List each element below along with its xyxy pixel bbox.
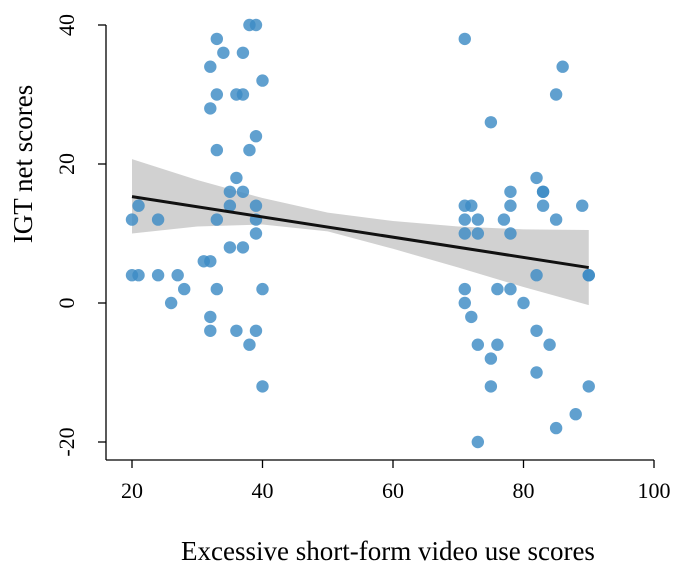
data-point <box>504 227 517 240</box>
points-layer <box>125 18 595 449</box>
y-tick-label: 0 <box>54 298 79 309</box>
data-point <box>530 366 543 379</box>
data-point <box>210 213 224 226</box>
data-point <box>223 185 237 198</box>
data-point <box>530 324 543 337</box>
x-tick-label: 40 <box>252 478 274 503</box>
data-point <box>536 185 550 198</box>
data-point <box>458 32 471 46</box>
data-point <box>132 199 145 212</box>
data-point <box>530 269 543 282</box>
x-tick-label: 100 <box>638 478 671 503</box>
data-point <box>236 88 250 101</box>
data-point <box>484 352 498 365</box>
data-point <box>223 241 237 254</box>
data-point <box>465 310 478 324</box>
data-point <box>465 199 478 212</box>
data-point <box>249 18 263 32</box>
data-point <box>210 32 224 46</box>
x-tick-label: 20 <box>121 478 143 503</box>
data-point <box>582 380 595 393</box>
data-point <box>256 380 269 393</box>
data-point <box>530 171 543 185</box>
data-point <box>230 171 243 185</box>
data-point <box>164 296 178 310</box>
data-point <box>497 213 511 226</box>
data-point <box>471 435 485 449</box>
data-point <box>484 380 498 393</box>
data-point <box>517 296 530 310</box>
data-point <box>204 60 217 73</box>
data-point <box>243 338 256 351</box>
data-point <box>125 213 139 226</box>
data-point <box>210 88 224 101</box>
axes <box>105 25 654 461</box>
x-tick-label: 80 <box>513 478 535 503</box>
data-point <box>249 199 263 212</box>
data-point <box>543 338 556 351</box>
data-point <box>471 213 485 226</box>
data-point <box>549 421 563 435</box>
data-point <box>458 213 471 226</box>
data-point <box>171 269 184 282</box>
data-point <box>471 227 485 240</box>
data-point <box>549 213 563 226</box>
data-point <box>230 324 243 337</box>
regression-line <box>131 195 589 270</box>
data-point <box>151 269 165 282</box>
data-point <box>576 199 589 212</box>
data-point <box>491 282 504 296</box>
data-point <box>471 338 485 351</box>
data-point <box>204 324 217 337</box>
x-ticks: 20 40 60 80 100 <box>121 460 671 503</box>
data-point <box>204 310 217 324</box>
data-point <box>223 199 237 212</box>
data-point <box>504 185 517 198</box>
y-axis-title: IGT net scores <box>8 85 38 243</box>
data-point <box>204 255 217 268</box>
data-point <box>256 74 269 87</box>
data-point <box>236 185 250 198</box>
data-point <box>458 227 471 240</box>
data-point <box>491 338 504 351</box>
fit-line-layer <box>131 195 589 270</box>
data-point <box>236 46 250 59</box>
data-point <box>249 324 263 337</box>
data-point <box>178 282 191 296</box>
data-point <box>210 282 224 296</box>
data-point <box>249 130 263 143</box>
data-point <box>504 282 517 296</box>
data-point <box>569 408 582 421</box>
data-point <box>256 282 269 296</box>
data-point <box>458 296 471 310</box>
data-point <box>536 199 550 212</box>
data-point <box>549 88 563 101</box>
data-point <box>582 269 595 282</box>
x-axis-title: Excessive short-form video use scores <box>181 536 595 564</box>
data-point <box>484 116 498 129</box>
data-point <box>217 46 230 59</box>
data-point <box>504 199 517 212</box>
data-point <box>236 241 250 254</box>
data-point <box>458 282 471 296</box>
data-point <box>249 227 263 240</box>
data-point <box>132 269 145 282</box>
data-point <box>556 60 569 73</box>
y-tick-label: 40 <box>54 14 79 36</box>
data-point <box>204 102 217 115</box>
x-tick-label: 60 <box>382 478 404 503</box>
data-point <box>151 213 165 226</box>
y-tick-label: -20 <box>54 427 79 456</box>
data-point <box>243 143 256 157</box>
y-tick-label: 20 <box>54 153 79 175</box>
data-point <box>210 143 224 157</box>
y-ticks: -20 0 20 40 <box>54 14 106 457</box>
